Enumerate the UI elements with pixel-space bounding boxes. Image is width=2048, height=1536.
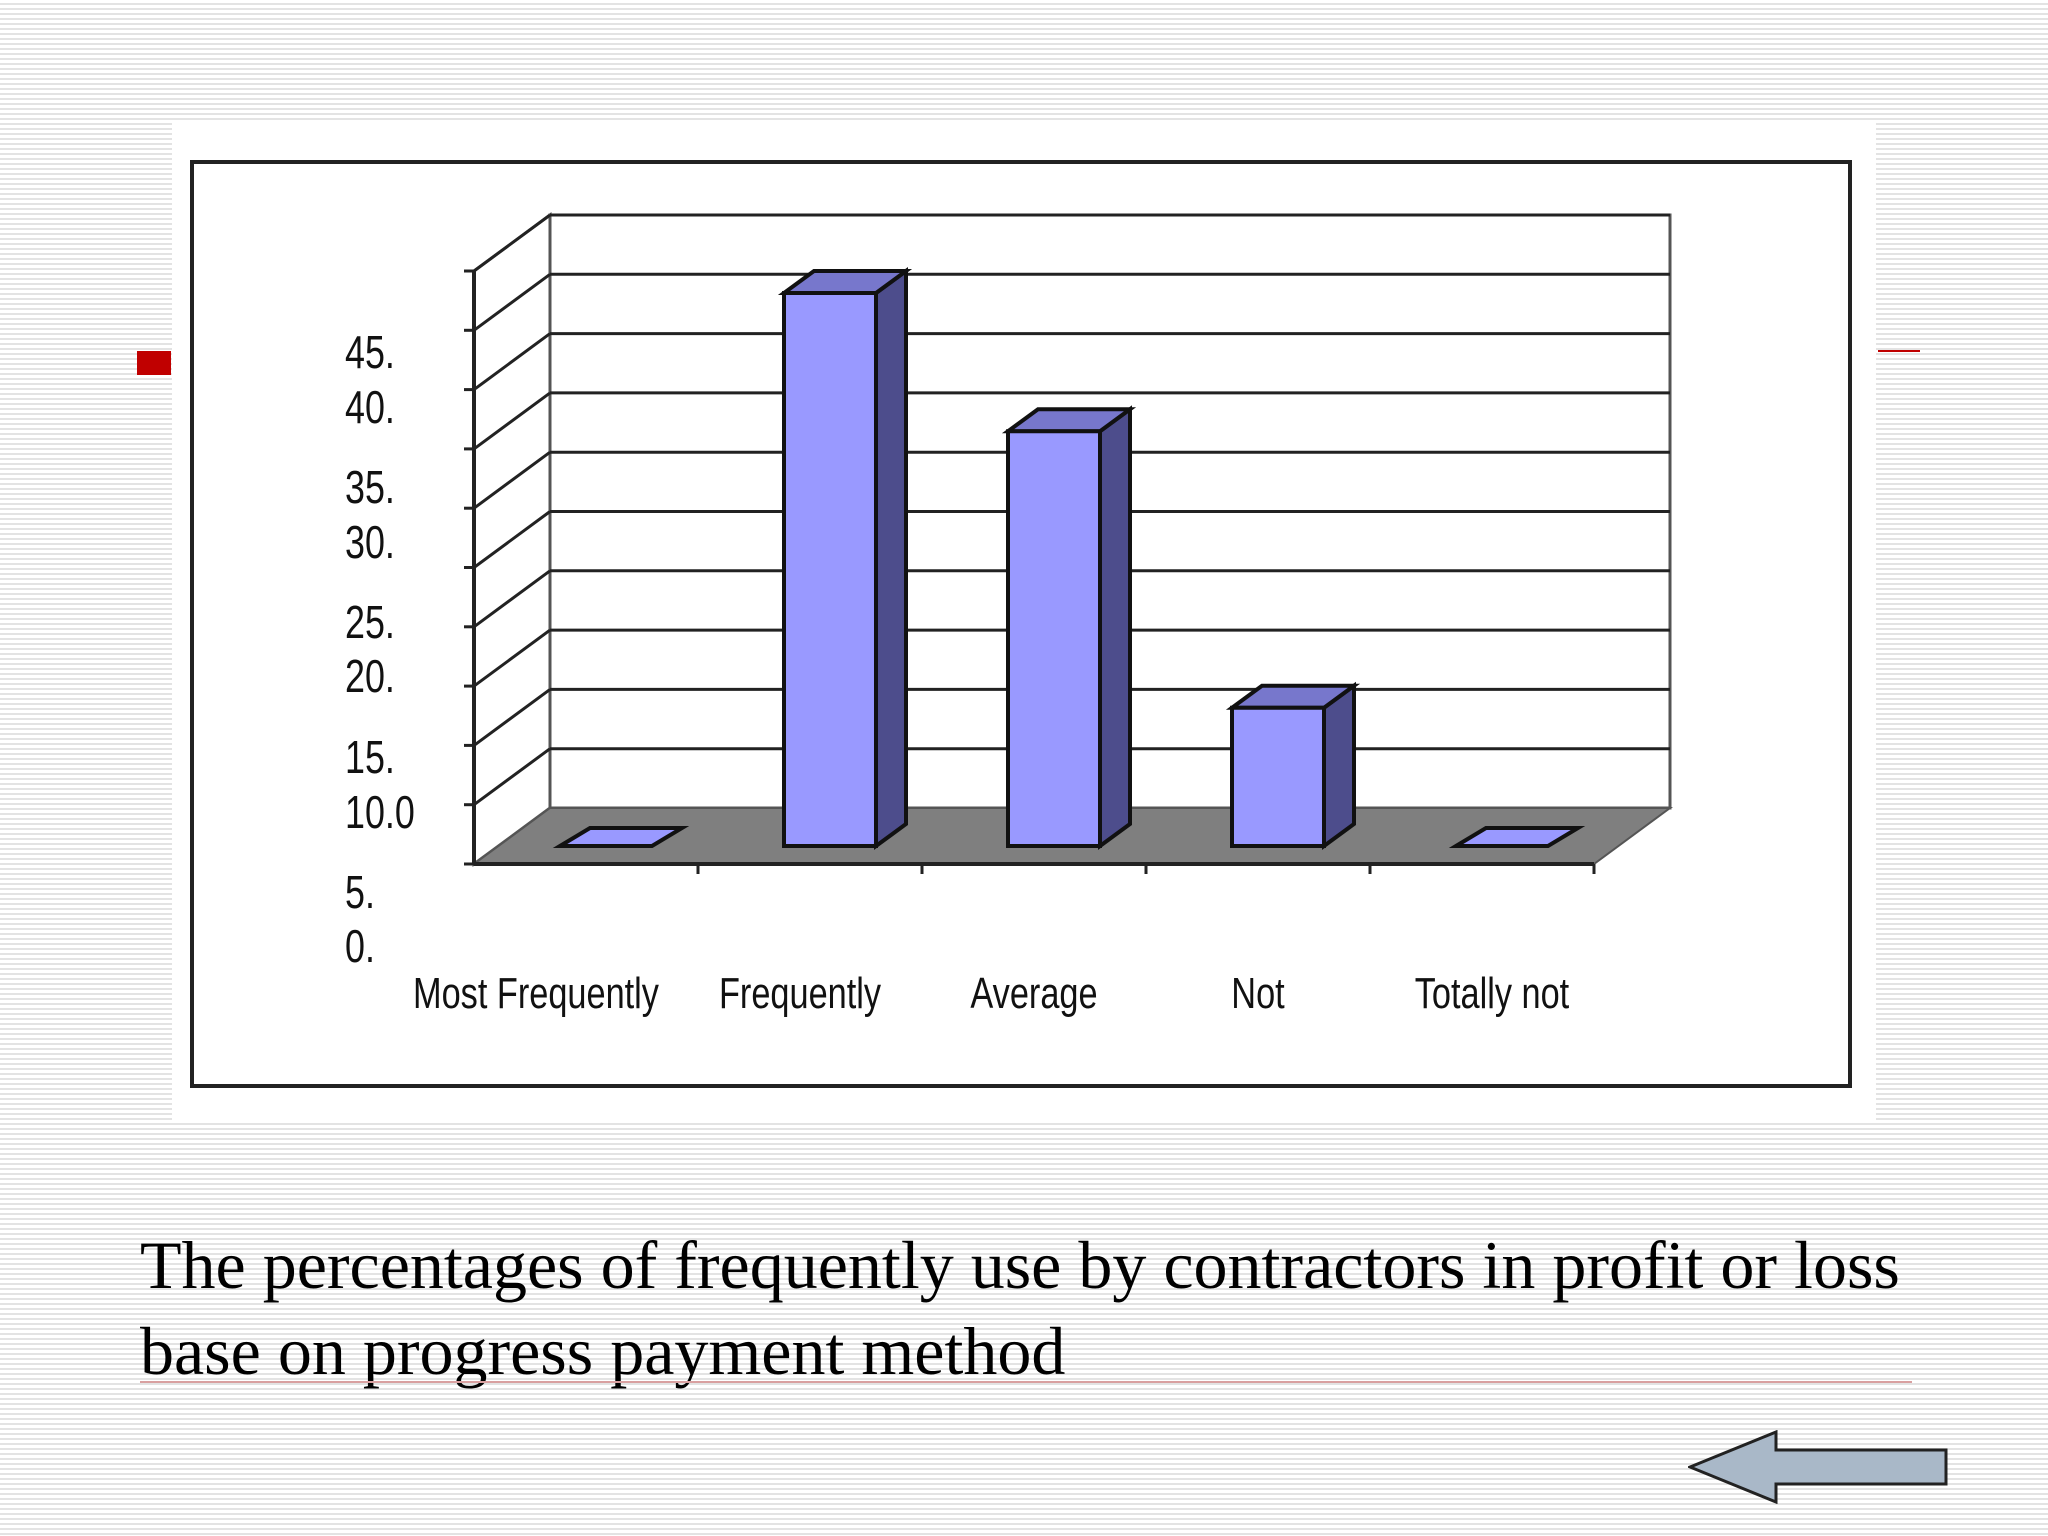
bar-side — [874, 267, 908, 850]
left-arrow-icon — [1688, 1430, 1948, 1504]
x-tick-label: Totally not — [1415, 969, 1569, 1018]
y-tick-label: 5. — [345, 867, 375, 918]
y-tick-label: 20. — [345, 651, 395, 702]
y-tick-label: 0. — [345, 921, 375, 972]
x-tick-label: Not — [1231, 969, 1284, 1018]
title-rule-fragment — [1878, 350, 1920, 352]
bar — [1448, 826, 1586, 848]
bar — [552, 826, 690, 848]
gridline-side — [473, 747, 551, 806]
bar-side — [1098, 405, 1132, 850]
slide-caption: The percentages of frequently use by con… — [140, 1227, 1900, 1389]
y-tick-label: 10.0 — [345, 787, 415, 838]
gridline-side — [473, 510, 551, 569]
gridline-side — [473, 213, 551, 273]
gridline-side — [473, 688, 551, 747]
x-tick-label: Most Frequently — [413, 969, 659, 1018]
x-tick-label: Frequently — [719, 969, 881, 1018]
x-tick-label: Average — [970, 969, 1097, 1018]
bar — [1006, 429, 1102, 848]
gridline-side — [473, 450, 551, 510]
slide-bullet — [137, 351, 171, 375]
y-tick-label: 45. — [345, 327, 395, 378]
gridline-side — [473, 391, 551, 451]
bar — [782, 291, 878, 848]
gridline-side — [473, 273, 551, 332]
bar — [1230, 705, 1326, 848]
caption-underline — [140, 1381, 1912, 1383]
gridline-side — [473, 628, 551, 688]
y-tick-label: 35. — [345, 462, 395, 513]
y-tick-label: 15. — [345, 732, 395, 783]
bar-side — [1322, 681, 1356, 850]
gridline-side — [473, 332, 551, 391]
y-tick-label: 25. — [345, 597, 395, 648]
y-tick-label: 40. — [345, 382, 395, 433]
gridline-side — [473, 569, 551, 629]
y-tick-label: 30. — [345, 517, 395, 568]
back-button[interactable] — [1688, 1430, 1948, 1504]
